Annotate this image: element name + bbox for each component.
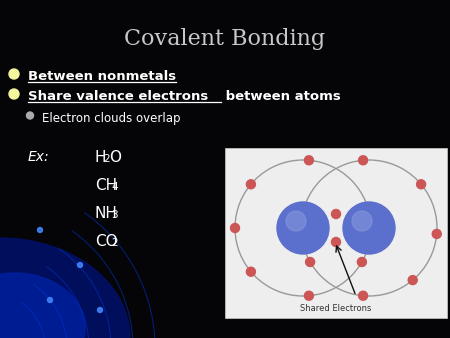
Text: between atoms: between atoms — [221, 90, 341, 103]
Circle shape — [27, 112, 33, 119]
Circle shape — [359, 291, 368, 300]
Bar — [225, 148, 447, 318]
Circle shape — [247, 267, 256, 276]
Circle shape — [98, 308, 103, 313]
Text: CH: CH — [95, 178, 117, 193]
Circle shape — [277, 202, 329, 254]
Text: H: H — [95, 150, 107, 165]
Circle shape — [9, 69, 19, 79]
Text: Shared Electrons: Shared Electrons — [300, 304, 372, 313]
Text: Electron clouds overlap: Electron clouds overlap — [42, 112, 180, 125]
Circle shape — [305, 156, 314, 165]
Circle shape — [306, 258, 315, 266]
Circle shape — [352, 211, 372, 231]
Circle shape — [9, 89, 19, 99]
Text: 2: 2 — [103, 154, 110, 164]
Circle shape — [408, 275, 417, 285]
Text: 2: 2 — [112, 238, 118, 248]
Ellipse shape — [0, 273, 85, 338]
Circle shape — [343, 202, 395, 254]
Circle shape — [77, 263, 82, 267]
Circle shape — [357, 258, 366, 266]
Circle shape — [305, 291, 314, 300]
Circle shape — [332, 210, 341, 218]
Text: O: O — [109, 150, 121, 165]
Text: NH: NH — [95, 206, 118, 221]
Text: Covalent Bonding: Covalent Bonding — [125, 28, 325, 50]
Circle shape — [247, 180, 256, 189]
Circle shape — [230, 223, 239, 233]
Circle shape — [417, 180, 426, 189]
Text: Between nonmetals: Between nonmetals — [28, 70, 176, 83]
Circle shape — [286, 211, 306, 231]
Text: 4: 4 — [112, 182, 118, 192]
Circle shape — [37, 227, 42, 233]
Text: Share valence electrons: Share valence electrons — [28, 90, 208, 103]
Text: 3: 3 — [112, 210, 118, 220]
Circle shape — [359, 156, 368, 165]
Circle shape — [48, 297, 53, 303]
Text: CO: CO — [95, 234, 117, 249]
Circle shape — [332, 238, 341, 246]
Text: Ex:: Ex: — [28, 150, 50, 164]
Ellipse shape — [0, 238, 130, 338]
Circle shape — [432, 230, 441, 238]
